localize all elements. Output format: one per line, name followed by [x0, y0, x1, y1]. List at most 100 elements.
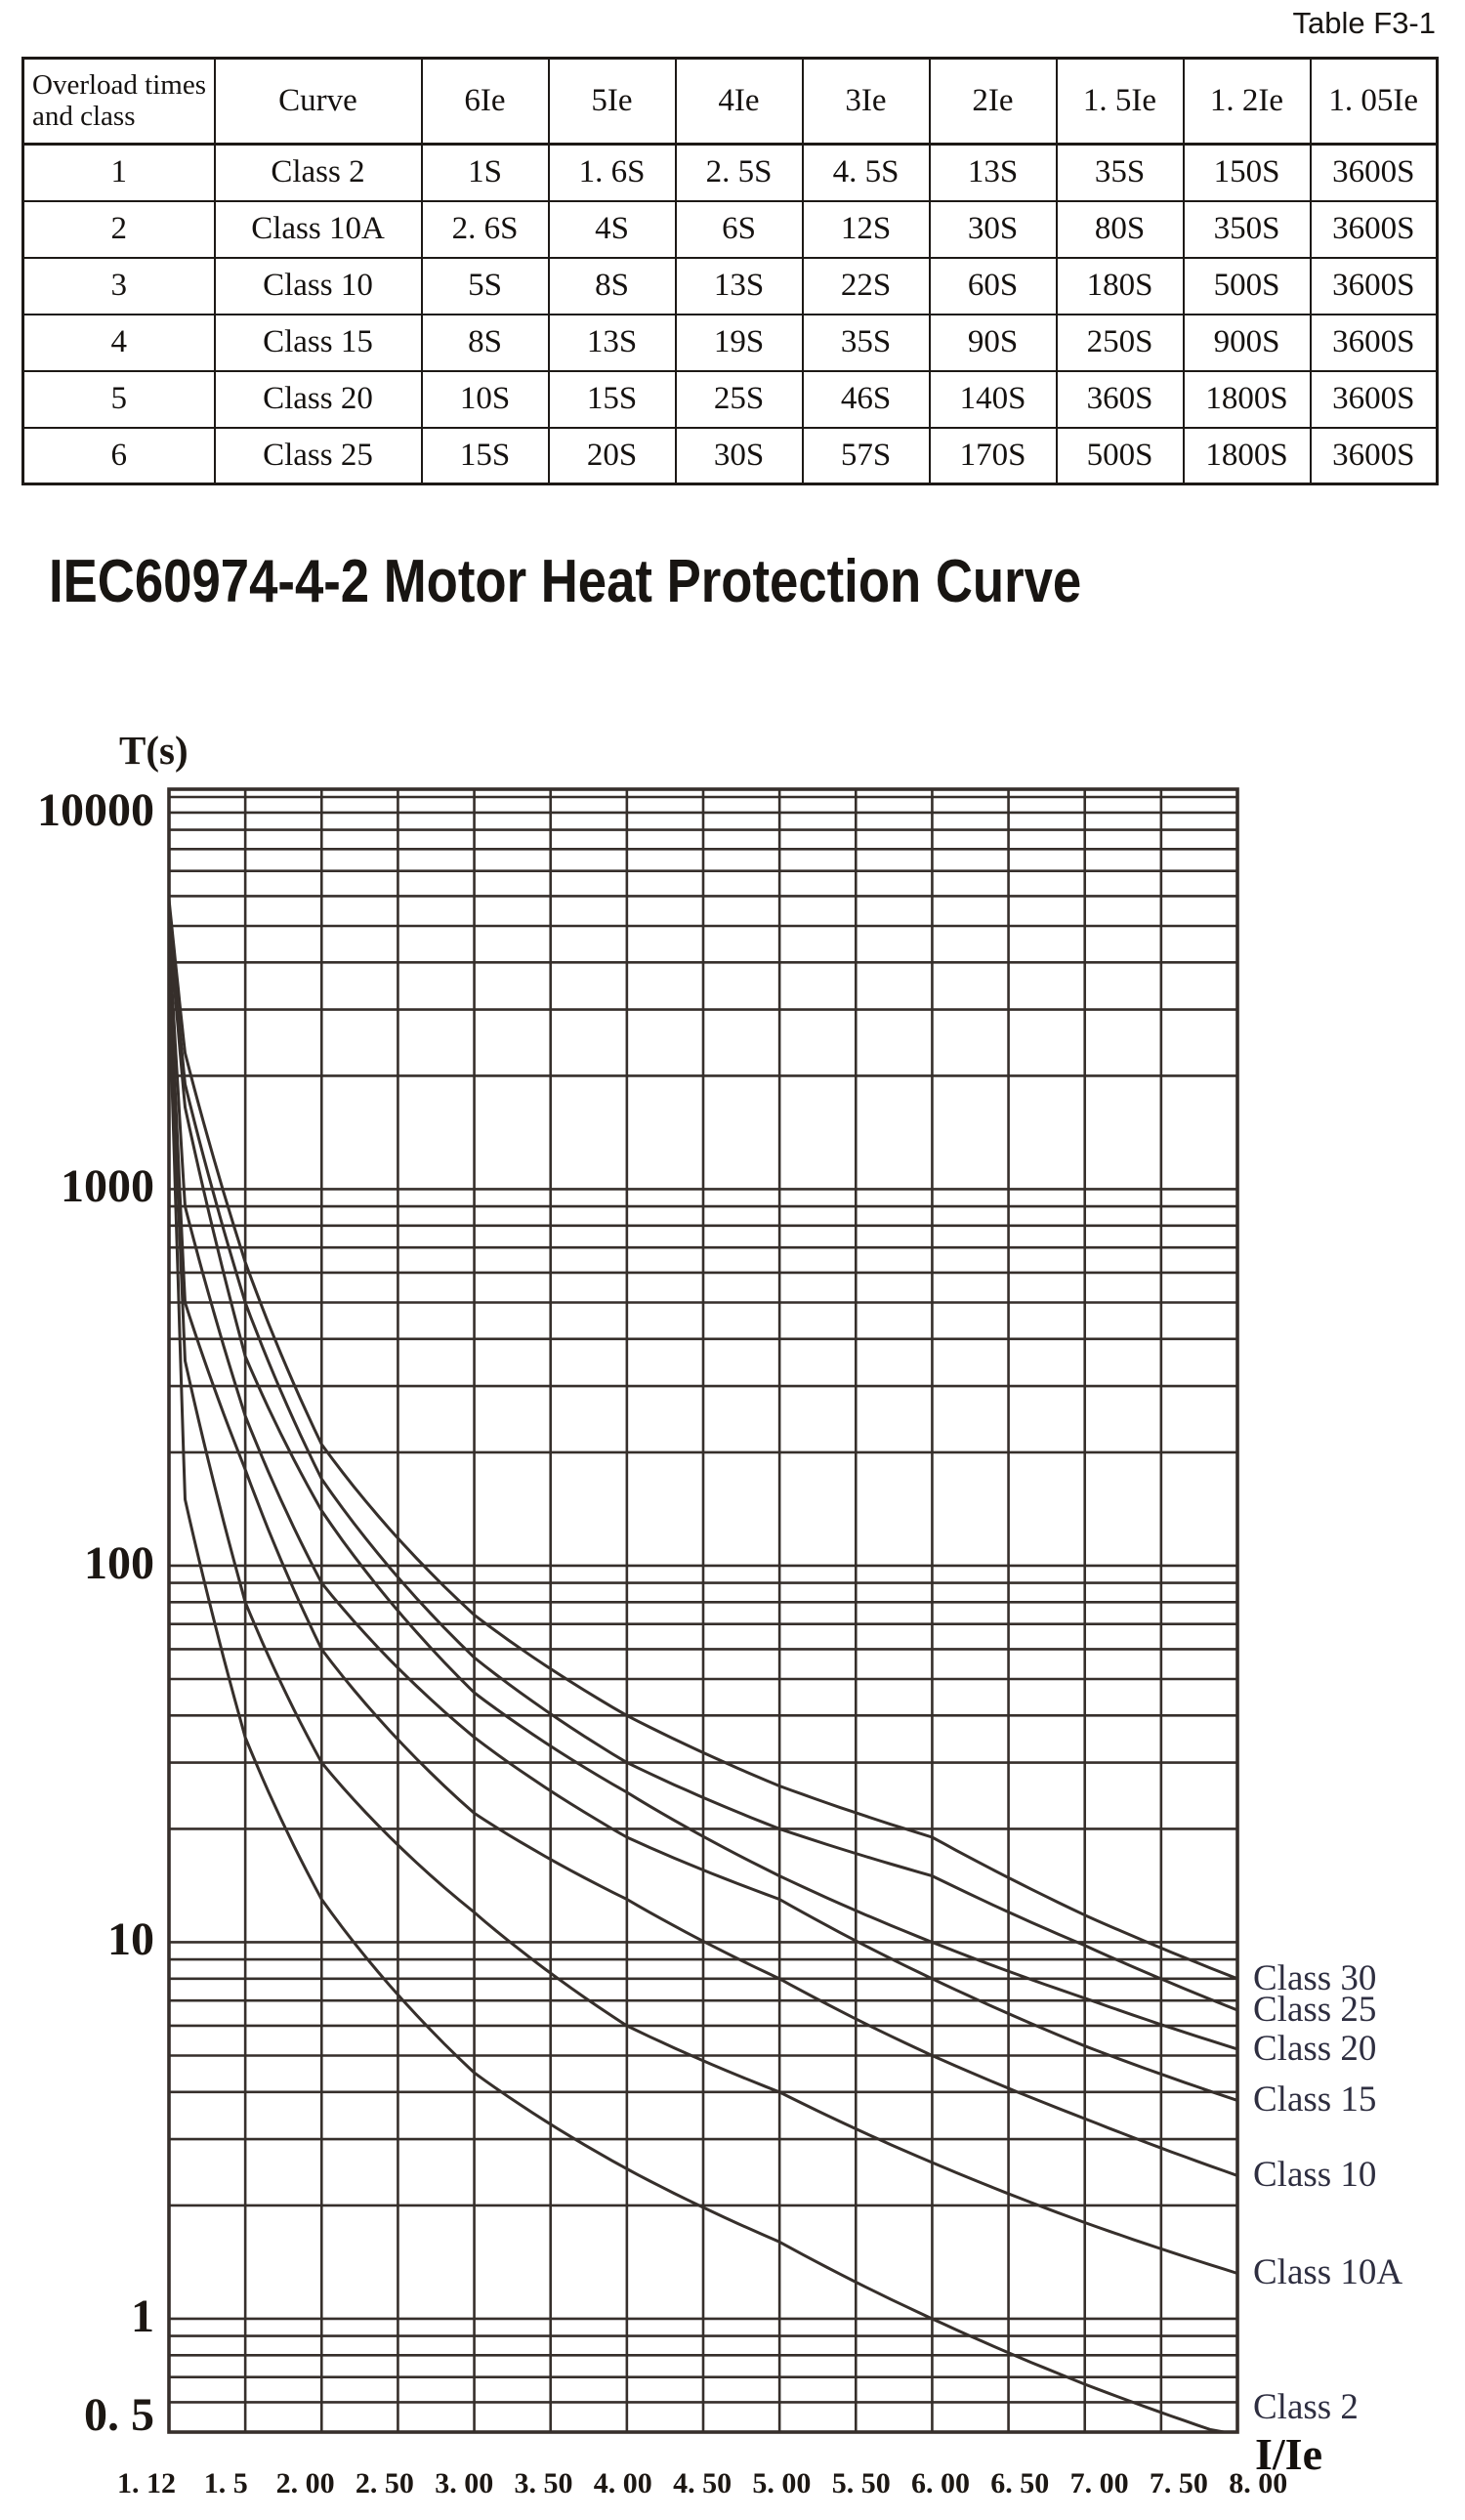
header-cell: 2Ie — [928, 57, 1058, 146]
table-cell: 5 — [21, 369, 216, 429]
x-tick-label: 7. 00 — [1069, 2467, 1129, 2499]
table-cell: 35S — [1055, 143, 1185, 202]
header-cell: Curve — [213, 57, 423, 146]
table-cell: 25S — [674, 369, 804, 429]
header-cell: 1. 5Ie — [1055, 57, 1185, 146]
table-cell: 1800S — [1182, 369, 1312, 429]
table-cell: 3600S — [1309, 143, 1439, 202]
table-cell: 180S — [1055, 256, 1185, 315]
table-cell: 20S — [547, 426, 677, 485]
x-tick-label: 2. 50 — [355, 2467, 414, 2499]
curve-label-class-20: Class 20 — [1253, 2028, 1377, 2069]
table-cell: 19S — [674, 313, 804, 372]
table-cell: Class 2 — [213, 143, 423, 202]
curve-label-class-10a: Class 10A — [1253, 2252, 1403, 2293]
table-cell: 13S — [928, 143, 1058, 202]
x-tick-label: 3. 50 — [514, 2467, 573, 2499]
table-row: 6 Class 25 15S 20S 30S 57S 170S 500S 1800S 3600S — [21, 426, 1439, 485]
table-cell: 4S — [547, 199, 677, 259]
table-cell: Class 25 — [213, 426, 423, 485]
x-tick-label: 1. 5 — [203, 2467, 248, 2499]
table-cell: 1800S — [1182, 426, 1312, 485]
y-tick-label: 10 — [107, 1913, 154, 1966]
table-cell: 46S — [801, 369, 931, 429]
table-cell: 250S — [1055, 313, 1185, 372]
table-cell: 1. 6S — [547, 143, 677, 202]
table-cell: 3600S — [1309, 256, 1439, 315]
header-cell: 1. 2Ie — [1182, 57, 1312, 146]
y-axis-title: T(s) — [119, 728, 188, 773]
table-cell: 10S — [420, 369, 550, 429]
curve-class-10a — [167, 968, 1238, 2275]
table-row: 1 Class 2 1S 1. 6S 2. 5S 4. 5S 13S 35S 150S 3600S — [21, 143, 1439, 202]
table-cell: 30S — [928, 199, 1058, 259]
table-cell: Class 10A — [213, 199, 423, 259]
table-body: 1 Class 2 1S 1. 6S 2. 5S 4. 5S 13S 35S 150S 3600S… — [21, 143, 1439, 485]
curve-class-15 — [167, 936, 1238, 2102]
header-cell: 5Ie — [547, 57, 677, 146]
table-cell: 5S — [420, 256, 550, 315]
table-cell: 4 — [21, 313, 216, 372]
table-cell: 12S — [801, 199, 931, 259]
x-tick-label: 6. 50 — [990, 2467, 1050, 2499]
table-cell: 900S — [1182, 313, 1312, 372]
table-cell: 22S — [801, 256, 931, 315]
chart-grid — [167, 789, 1239, 2432]
table-cell: 15S — [547, 369, 677, 429]
curve-label-class-10: Class 10 — [1253, 2155, 1377, 2196]
curve-label-class-2: Class 2 — [1253, 2387, 1359, 2427]
curve-label-class-30: Class 30 — [1253, 1957, 1377, 1998]
table-cell: Class 20 — [213, 369, 423, 429]
x-tick-label: 4. 50 — [673, 2467, 732, 2499]
table-cell: 1S — [420, 143, 550, 202]
curve-class-25 — [167, 909, 1238, 2012]
table-cell: 3600S — [1309, 369, 1439, 429]
table-cell: 3600S — [1309, 426, 1439, 485]
y-tick-label: 100 — [84, 1536, 154, 1589]
table-cell: Class 15 — [213, 313, 423, 372]
table-cell: 15S — [420, 426, 550, 485]
table-row: 4 Class 15 8S 13S 19S 35S 90S 250S 900S 3600S — [21, 313, 1439, 372]
x-tick-label: 4. 00 — [593, 2467, 652, 2499]
y-tick-label: 10000 — [37, 783, 154, 836]
table-cell: 1 — [21, 143, 216, 202]
table-cell: 90S — [928, 313, 1058, 372]
table-cell: 3600S — [1309, 313, 1439, 372]
table-cell: 6 — [21, 426, 216, 485]
table-cell: Class 10 — [213, 256, 423, 315]
curve-class-30 — [167, 899, 1238, 1981]
table-cell: 500S — [1055, 426, 1185, 485]
header-cell: 1. 05Ie — [1309, 57, 1439, 146]
table-row: 5 Class 20 10S 15S 25S 46S 140S 360S 1800S 3600S — [21, 369, 1439, 429]
table-cell: 150S — [1182, 143, 1312, 202]
page-title: IEC60974-4-2 Motor Heat Protection Curve — [49, 548, 1082, 615]
table-cell: 500S — [1182, 256, 1312, 315]
table-cell: 4. 5S — [801, 143, 931, 202]
table-cell: 13S — [547, 313, 677, 372]
y-tick-label: 1 — [131, 2289, 154, 2342]
y-tick-label: 0. 5 — [84, 2389, 154, 2441]
x-tick-label: 2. 00 — [275, 2467, 335, 2499]
table-header: Overload times and class Curve 6Ie 5Ie 4Ie 3I… — [21, 57, 1439, 146]
table-cell: 170S — [928, 426, 1058, 485]
table-cell: 35S — [801, 313, 931, 372]
table-cell: 2 — [21, 199, 216, 259]
table-row: 3 Class 10 5S 8S 13S 22S 60S 180S 500S 3600S — [21, 256, 1439, 315]
table-cell: 360S — [1055, 369, 1185, 429]
table-cell: 80S — [1055, 199, 1185, 259]
curve-class-10 — [167, 952, 1238, 2177]
table-cell: 350S — [1182, 199, 1312, 259]
table-cell: 2. 6S — [420, 199, 550, 259]
curve-label-class-15: Class 15 — [1253, 2079, 1377, 2121]
x-tick-label: 7. 50 — [1149, 2467, 1208, 2499]
table-cell: 8S — [420, 313, 550, 372]
overload-spec-table: Overload times and class Curve 6Ie 5Ie 4Ie 3I… — [21, 57, 1439, 485]
curve-label-class-25: Class 25 — [1253, 1990, 1377, 2031]
table-cell: 6S — [674, 199, 804, 259]
x-tick-label: 5. 00 — [752, 2467, 812, 2499]
x-tick-label: 3. 00 — [435, 2467, 494, 2499]
header-cell: Overload times and class — [21, 57, 216, 146]
protection-curves — [167, 899, 1238, 2434]
